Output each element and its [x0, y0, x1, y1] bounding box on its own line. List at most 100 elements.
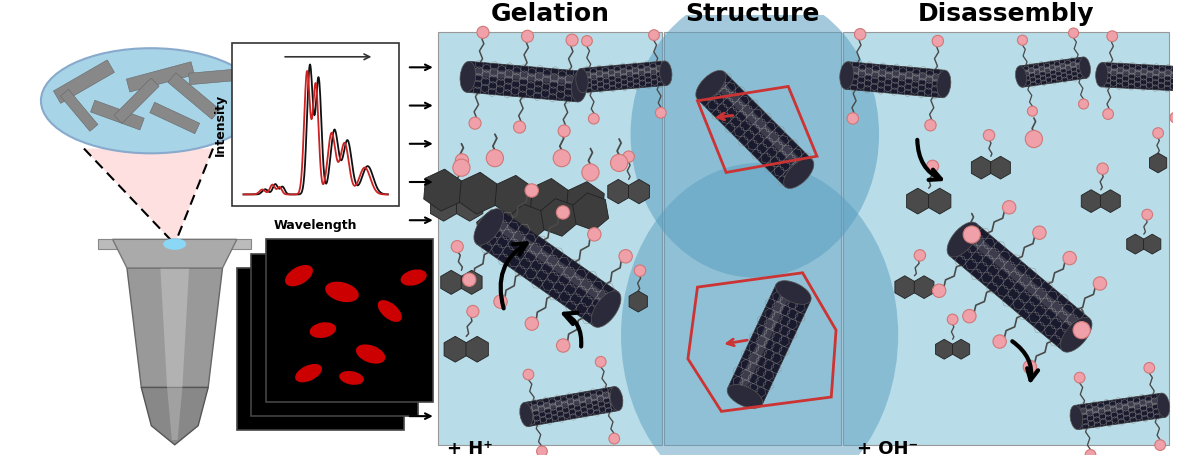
Polygon shape [440, 270, 462, 295]
Polygon shape [914, 276, 934, 298]
Polygon shape [126, 62, 194, 92]
Ellipse shape [576, 68, 588, 93]
Polygon shape [113, 239, 236, 268]
Circle shape [1154, 440, 1165, 450]
Polygon shape [1075, 398, 1163, 416]
Circle shape [1033, 226, 1046, 239]
Circle shape [1018, 35, 1027, 45]
Ellipse shape [163, 238, 186, 250]
Ellipse shape [1096, 62, 1108, 87]
Ellipse shape [1061, 317, 1092, 352]
Polygon shape [114, 78, 160, 124]
Ellipse shape [592, 291, 620, 327]
Circle shape [914, 250, 925, 261]
Polygon shape [54, 60, 114, 103]
Polygon shape [466, 337, 488, 362]
Circle shape [469, 117, 481, 129]
Circle shape [964, 226, 980, 243]
Circle shape [1002, 201, 1016, 214]
Polygon shape [953, 339, 970, 359]
Ellipse shape [310, 322, 336, 338]
Circle shape [1153, 128, 1164, 138]
Polygon shape [476, 210, 512, 248]
Polygon shape [1020, 61, 1085, 76]
Polygon shape [734, 288, 792, 396]
Ellipse shape [1180, 67, 1192, 91]
Polygon shape [530, 178, 569, 220]
Ellipse shape [1079, 57, 1091, 78]
Polygon shape [846, 62, 946, 98]
Polygon shape [895, 276, 914, 298]
Circle shape [1093, 277, 1106, 290]
Ellipse shape [1157, 393, 1170, 417]
Ellipse shape [474, 209, 504, 245]
Polygon shape [84, 148, 212, 244]
Ellipse shape [286, 265, 313, 286]
Ellipse shape [340, 371, 364, 385]
Polygon shape [461, 270, 482, 295]
Ellipse shape [401, 269, 427, 286]
Polygon shape [629, 179, 649, 204]
Polygon shape [167, 387, 182, 440]
Polygon shape [727, 284, 811, 404]
Polygon shape [907, 188, 929, 214]
Circle shape [1170, 112, 1181, 123]
Circle shape [1074, 372, 1085, 383]
Polygon shape [1144, 234, 1160, 254]
Circle shape [1142, 209, 1152, 220]
Polygon shape [98, 239, 251, 249]
Polygon shape [142, 387, 208, 445]
Bar [664, 32, 841, 445]
Ellipse shape [696, 71, 726, 100]
Circle shape [1027, 106, 1038, 116]
Circle shape [649, 30, 659, 41]
Ellipse shape [571, 71, 587, 102]
Polygon shape [460, 172, 498, 214]
Polygon shape [127, 268, 222, 387]
Polygon shape [424, 169, 462, 211]
Circle shape [1025, 130, 1043, 148]
Circle shape [455, 154, 469, 167]
Polygon shape [929, 188, 950, 214]
Circle shape [962, 309, 976, 323]
Circle shape [847, 113, 858, 124]
Polygon shape [161, 268, 190, 387]
Polygon shape [1100, 190, 1121, 213]
Circle shape [1079, 99, 1088, 109]
Circle shape [947, 314, 958, 325]
Polygon shape [1102, 67, 1186, 78]
Circle shape [1106, 31, 1117, 41]
Polygon shape [1020, 57, 1086, 87]
Polygon shape [60, 89, 98, 131]
Circle shape [635, 265, 646, 276]
Polygon shape [572, 193, 608, 230]
Circle shape [1103, 109, 1114, 119]
Circle shape [619, 249, 632, 263]
Polygon shape [524, 387, 619, 426]
Circle shape [522, 30, 534, 42]
Circle shape [1063, 251, 1076, 265]
Ellipse shape [460, 61, 475, 92]
Bar [236, 268, 404, 431]
Polygon shape [936, 339, 953, 359]
Ellipse shape [1015, 66, 1026, 87]
Polygon shape [509, 204, 545, 242]
Ellipse shape [356, 344, 385, 364]
Polygon shape [1150, 153, 1166, 173]
Circle shape [588, 113, 599, 124]
Ellipse shape [378, 300, 402, 322]
Circle shape [476, 26, 488, 38]
Polygon shape [1102, 62, 1187, 91]
Bar [232, 43, 400, 206]
Circle shape [557, 206, 570, 219]
Polygon shape [541, 199, 577, 236]
Circle shape [526, 317, 539, 330]
Bar [265, 239, 433, 402]
Text: Intensity: Intensity [214, 94, 227, 156]
Polygon shape [581, 61, 667, 93]
Circle shape [611, 154, 628, 171]
Polygon shape [494, 175, 533, 217]
Ellipse shape [622, 163, 898, 461]
Polygon shape [1081, 190, 1100, 213]
Text: + H⁺: + H⁺ [448, 440, 493, 458]
